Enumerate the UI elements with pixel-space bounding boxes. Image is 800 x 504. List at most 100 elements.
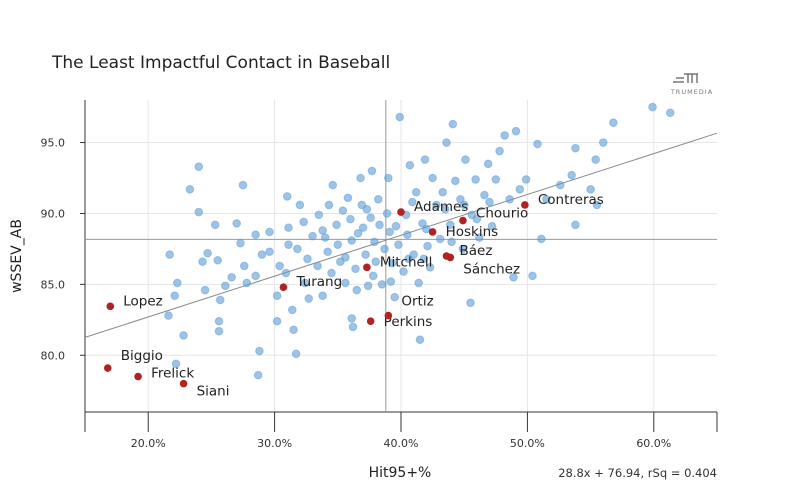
data-point [287, 305, 297, 315]
data-point [272, 291, 282, 301]
regression-line [84, 132, 718, 338]
data-point [592, 200, 602, 210]
highlight-point [363, 263, 371, 272]
data-point [555, 180, 565, 190]
data-point [328, 180, 338, 190]
data-point [275, 261, 284, 271]
player-label: Lopez [123, 293, 163, 309]
data-point [210, 220, 220, 230]
data-point [358, 223, 368, 232]
data-point [356, 173, 365, 183]
data-point [404, 254, 413, 264]
data-point [284, 223, 293, 232]
data-point [164, 311, 173, 320]
data-point [432, 200, 441, 210]
data-point [461, 155, 470, 164]
player-label: Frelick [151, 366, 194, 382]
highlight-point [134, 372, 142, 381]
data-point [390, 292, 399, 302]
data-point [293, 244, 302, 254]
data-point [284, 240, 293, 249]
highlight-point [366, 317, 375, 326]
trumedia-logo: TRUMEDIA [670, 73, 712, 96]
data-point [399, 267, 408, 276]
data-point [353, 229, 363, 238]
data-point [251, 271, 260, 281]
player-label: Siani [197, 384, 230, 400]
data-point [440, 204, 450, 214]
data-point [265, 247, 274, 257]
player-label: Adames [414, 199, 468, 215]
data-point [313, 261, 322, 271]
data-point [387, 258, 397, 268]
y-tick-label: 80.0 [41, 349, 66, 362]
data-point [419, 254, 429, 264]
data-point [475, 233, 484, 242]
data-point [185, 185, 195, 194]
data-point [435, 234, 445, 244]
data-point [405, 160, 415, 170]
data-point [215, 295, 225, 305]
data-point [314, 210, 324, 220]
data-point [289, 325, 298, 335]
data-point [281, 268, 291, 278]
data-point [327, 268, 336, 278]
data-point [586, 185, 595, 194]
data-point [403, 230, 412, 240]
x-axis-title: Hit95+% [369, 465, 432, 481]
data-point [282, 192, 292, 201]
data-point [542, 194, 551, 204]
data-point [272, 316, 282, 326]
data-point [371, 257, 381, 266]
data-point [179, 331, 188, 340]
data-point [665, 108, 675, 118]
data-point [648, 102, 657, 112]
axes: 20.0% 30.0% 40.0% 50.0% 60.0% 80.0 85.0 90.0 95.… [41, 100, 718, 450]
player-label: Turang [295, 274, 342, 290]
x-tick-label: 50.0% [510, 437, 545, 450]
data-point [348, 322, 358, 332]
x-tick-label: 60.0% [636, 437, 671, 450]
data-point [324, 200, 334, 210]
data-point [382, 209, 392, 218]
data-point [227, 272, 236, 282]
x-tick-label: 20.0% [131, 437, 166, 450]
highlight-point [428, 228, 437, 236]
data-point [221, 281, 230, 291]
data-point [471, 175, 480, 184]
highlight-point [397, 208, 405, 216]
data-point [505, 194, 515, 204]
data-point [346, 214, 355, 224]
highlight-point [179, 379, 188, 388]
chart-title: The Least Impactful Contact in Baseball [51, 53, 390, 73]
y-tick-label: 90.0 [41, 207, 66, 220]
data-point [386, 277, 396, 286]
data-point [420, 155, 430, 164]
data-point [343, 193, 353, 203]
data-point [442, 138, 451, 147]
data-point [320, 233, 330, 242]
data-point [598, 138, 608, 147]
regression-equation: 28.8x + 76.94, rSq = 0.404 [558, 466, 717, 480]
highlight-point [446, 253, 455, 262]
data-point [373, 194, 383, 204]
grid [85, 100, 717, 412]
data-point [253, 370, 263, 380]
data-point [425, 263, 435, 272]
data-point [391, 221, 401, 231]
data-point [591, 155, 600, 164]
data-point [483, 159, 493, 169]
player-label: Hoskins [446, 224, 499, 240]
data-point [408, 197, 417, 207]
data-point [448, 119, 458, 129]
player-label: Biggio [121, 348, 163, 364]
data-point [609, 118, 618, 127]
data-point [194, 162, 204, 171]
data-point [487, 221, 497, 231]
data-point [291, 349, 301, 359]
data-point [239, 261, 249, 271]
data-point [485, 197, 494, 207]
data-point [242, 278, 252, 288]
highlight-point [459, 216, 467, 225]
data-point [333, 240, 343, 249]
